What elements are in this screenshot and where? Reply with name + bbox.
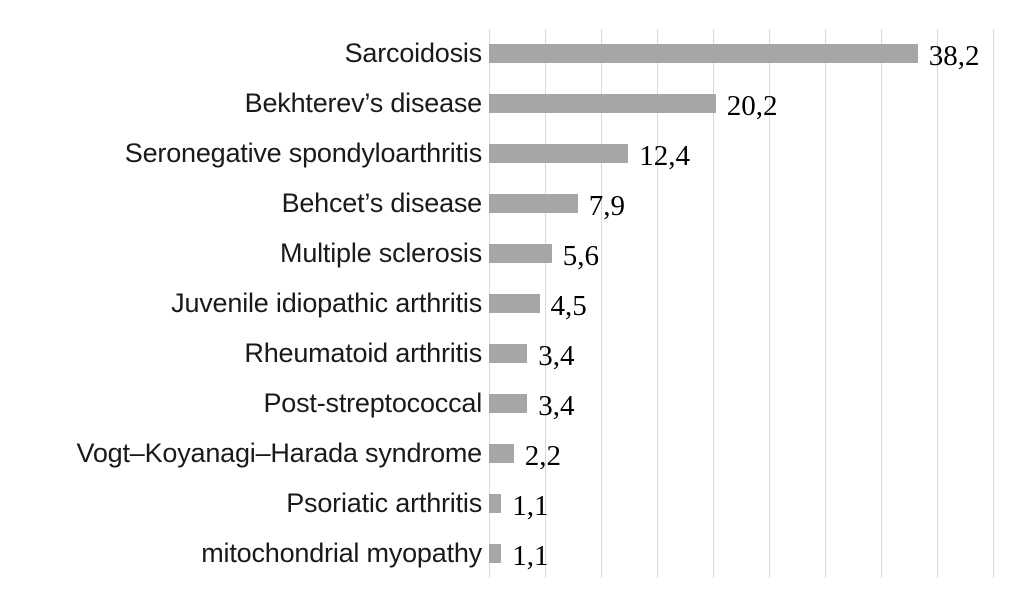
chart-row: Rheumatoid arthritis 3,4 <box>0 328 1028 378</box>
gridline <box>993 29 994 578</box>
category-label: Rheumatoid arthritis <box>244 337 482 368</box>
bar <box>489 493 502 513</box>
gridline <box>937 29 938 578</box>
bar-track: 5,6 <box>489 229 1028 279</box>
category-label: Juvenile idiopathic arthritis <box>171 287 482 318</box>
gridline <box>713 29 714 578</box>
value-label: 1,1 <box>512 489 549 522</box>
gridline <box>657 29 658 578</box>
category-label: Vogt–Koyanagi–Harada syndrome <box>76 437 483 468</box>
bar <box>489 94 716 114</box>
value-label: 3,4 <box>538 389 575 422</box>
bar <box>489 144 629 164</box>
category-label: Multiple sclerosis <box>280 238 482 269</box>
bar-track: 3,4 <box>489 378 1028 428</box>
chart-row: Juvenile idiopathic arthritis 4,5 <box>0 279 1028 329</box>
bar <box>489 393 528 413</box>
category-label: Behcet’s disease <box>281 188 483 219</box>
category-label: Post-streptococcal <box>263 387 483 418</box>
chart-row: Bekhterev’s disease 20,2 <box>0 79 1028 129</box>
bar <box>489 44 918 64</box>
gridline <box>601 29 602 578</box>
chart-row: Post-streptococcal 3,4 <box>0 378 1028 428</box>
chart-row: Psoriatic arthritis 1,1 <box>0 478 1028 528</box>
value-label: 7,9 <box>588 190 625 223</box>
gridline <box>769 29 770 578</box>
bar-track: 20,2 <box>489 79 1028 129</box>
bar <box>489 293 540 313</box>
bar-track: 4,5 <box>489 279 1028 329</box>
chart-row: Behcet’s disease 7,9 <box>0 179 1028 229</box>
category-label: Psoriatic arthritis <box>286 487 482 518</box>
value-label: 5,6 <box>562 240 600 273</box>
bar-track: 12,4 <box>489 129 1028 179</box>
gridline <box>545 29 546 578</box>
bar <box>489 343 528 363</box>
value-label: 2,2 <box>524 439 561 472</box>
category-label: Seronegative spondyloarthritis <box>124 138 482 169</box>
value-label: 1,1 <box>512 539 549 572</box>
bar-track: 1,1 <box>489 528 1028 578</box>
bar <box>489 543 502 563</box>
gridline <box>825 29 826 578</box>
bar-track: 7,9 <box>489 179 1028 229</box>
bar-track: 1,1 <box>489 478 1028 528</box>
chart-row: Vogt–Koyanagi–Harada syndrome 2,2 <box>0 428 1028 478</box>
value-label: 4,5 <box>550 289 587 322</box>
chart-row: mitochondrial myopathy 1,1 <box>0 528 1028 578</box>
bar <box>489 443 514 463</box>
value-label: 20,2 <box>726 90 778 123</box>
chart-row: Sarcoidosis 38,2 <box>0 29 1028 79</box>
category-label: Sarcoidosis <box>344 38 483 69</box>
bar <box>489 244 552 264</box>
value-label: 38,2 <box>928 40 980 73</box>
chart-row: Seronegative spondyloarthritis 12,4 <box>0 129 1028 179</box>
chart-row: Multiple sclerosis 5,6 <box>0 229 1028 279</box>
category-label: mitochondrial myopathy <box>201 537 482 568</box>
category-label: Bekhterev’s disease <box>244 88 483 119</box>
value-label: 12,4 <box>639 140 690 173</box>
bar-track: 3,4 <box>489 328 1028 378</box>
value-label: 3,4 <box>538 339 575 372</box>
bar-track: 2,2 <box>489 428 1028 478</box>
gridline <box>881 29 882 578</box>
bar-track: 38,2 <box>489 29 1028 79</box>
bar <box>489 194 578 214</box>
